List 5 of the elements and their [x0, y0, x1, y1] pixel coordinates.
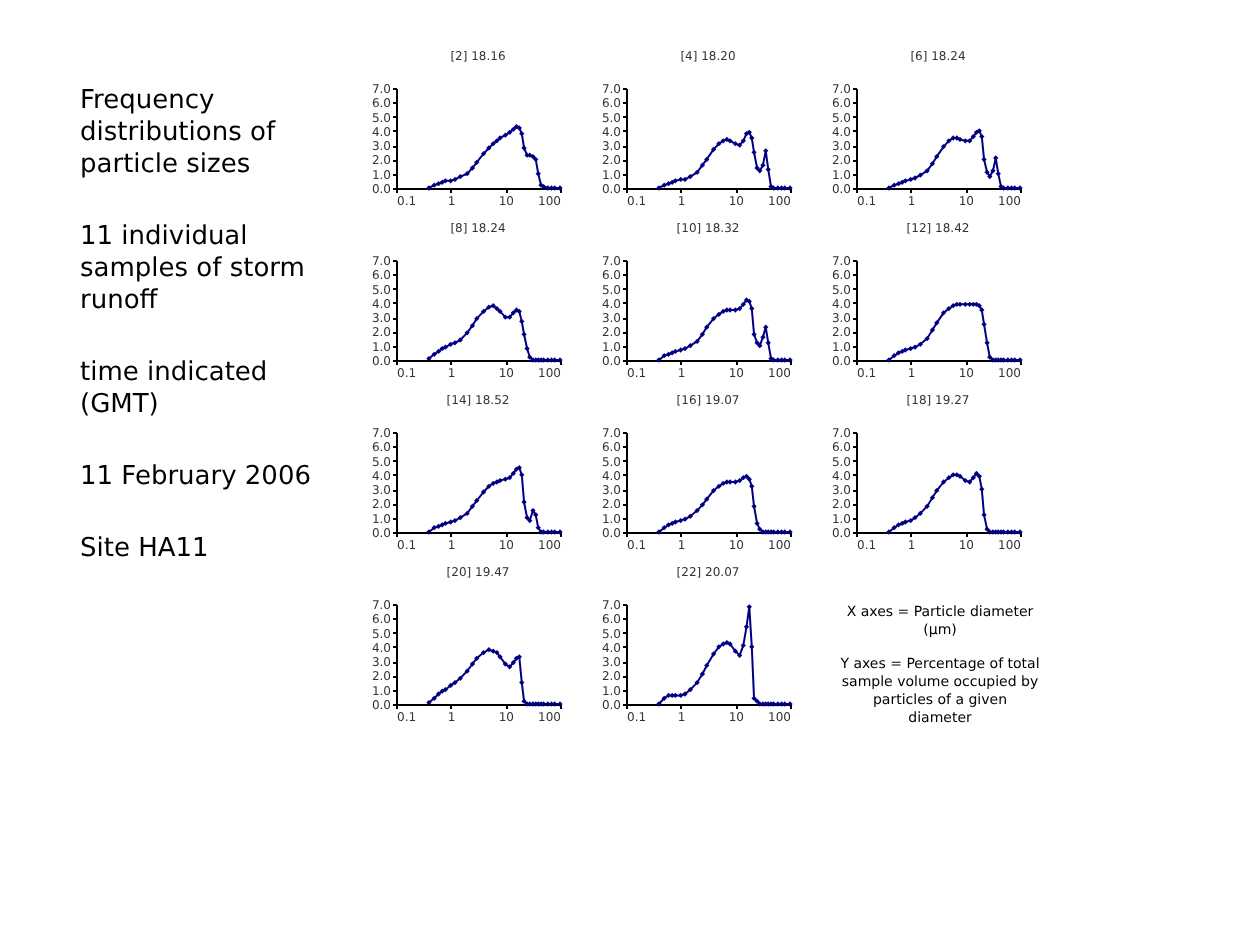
text: 11 individual samples of storm runoff — [80, 222, 305, 316]
text: Frequency distributions of particle sizes — [80, 86, 276, 180]
text: 11 February 2006 — [80, 462, 311, 492]
text: time indicated (GMT) — [80, 358, 268, 420]
text: Site HA11 — [80, 534, 209, 564]
